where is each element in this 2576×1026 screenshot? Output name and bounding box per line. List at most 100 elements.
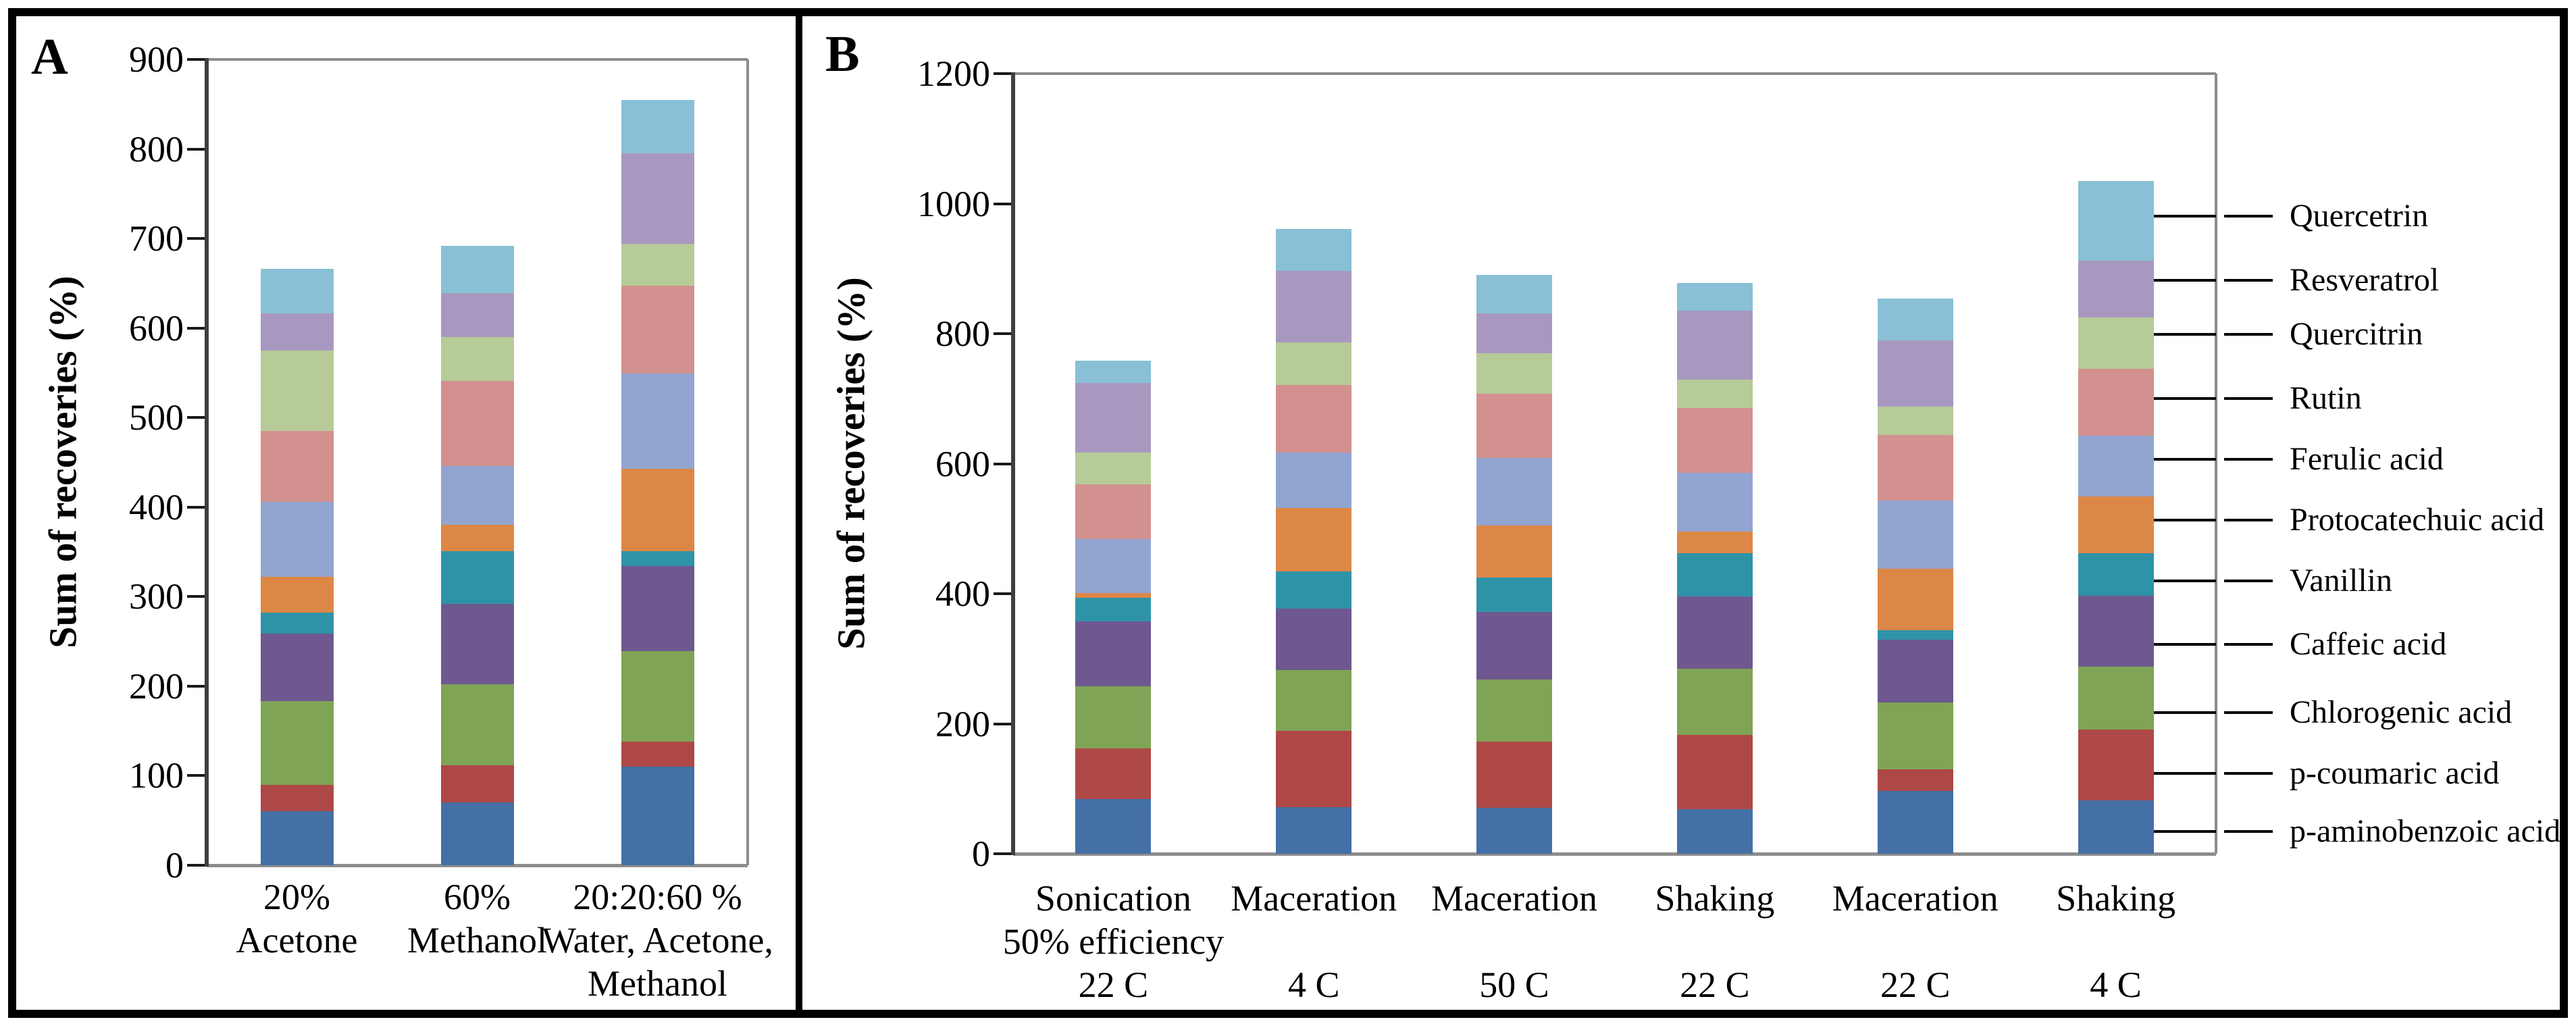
bar-segment-p-coumaric-acid (1676, 734, 1753, 809)
y-tick-mark (994, 332, 1011, 335)
y-tick-label: 900 (129, 39, 184, 80)
plot-top-border (1013, 72, 2216, 75)
x-category-label-line: Methanol (407, 920, 547, 960)
x-category-label: Maceration 4 C (1214, 877, 1414, 1006)
bar-segment-resveratrol (260, 313, 334, 351)
bar-segment-p-aminobenzoic-acid (1676, 809, 1753, 854)
y-tick-label: 400 (129, 486, 184, 528)
bar-segment-p-coumaric-acid (1476, 742, 1553, 808)
bar-segment-quercitrin (1075, 453, 1152, 485)
bar-segment-resveratrol (1676, 311, 1753, 380)
bar-segment-rutin (1676, 407, 1753, 473)
bar-segment-quercetrin (1877, 299, 1953, 340)
y-tick-label: 500 (129, 397, 184, 438)
legend-leader-dash (2224, 771, 2273, 775)
legend-leader-dash (2224, 457, 2273, 461)
bar-segment-p-coumaric-acid (260, 784, 334, 812)
bar-segment-caffeic-acid (1476, 611, 1553, 680)
legend-leader-dash (2224, 214, 2273, 217)
bar-segment-vanillin (260, 613, 334, 634)
y-tick-mark (187, 684, 205, 688)
y-tick-label: 700 (129, 218, 184, 259)
bar-segment-resveratrol (621, 153, 694, 245)
bar-segment-protocatechuic-acid (260, 577, 334, 613)
x-category-label: Maceration 22 C (1815, 877, 2015, 1006)
y-tick-mark (187, 864, 205, 867)
legend-item-label: Chlorogenic acid (2290, 694, 2513, 731)
bar-segment-quercetrin (440, 245, 514, 293)
bar-segment-vanillin (1476, 577, 1553, 612)
bar-segment-rutin (2078, 368, 2154, 436)
x-category-label-line: Methanol (588, 963, 727, 1004)
legend-leader-line (2153, 579, 2216, 582)
x-category-label-line: 22 C (1078, 965, 1149, 1005)
bar-segment-p-aminobenzoic-acid (260, 811, 334, 865)
bar-segment-caffeic-acid (621, 566, 694, 652)
bar-segment-chlorogenic-acid (1075, 686, 1152, 749)
x-category-label-line: 22 C (1880, 965, 1951, 1005)
x-category-label: 20% Acetone (207, 875, 387, 962)
x-category-label-line: Acetone (236, 920, 358, 960)
bar-segment-quercitrin (260, 350, 334, 432)
bar-segment-resveratrol (1877, 340, 1953, 407)
bar-segment-resveratrol (1075, 383, 1152, 453)
y-tick-mark (187, 774, 205, 777)
bar-segment-caffeic-acid (1877, 640, 1953, 702)
y-tick-mark (994, 72, 1011, 75)
bar-segment-p-aminobenzoic-acid (1877, 790, 1953, 854)
y-tick-label: 100 (129, 755, 184, 796)
x-category-label-line: Shaking (1655, 878, 1775, 919)
y-tick-mark (994, 852, 1011, 855)
x-category-label-line (2015, 920, 2216, 963)
legend-item-label: Caffeic acid (2290, 626, 2447, 663)
y-tick-mark (187, 58, 205, 61)
bar-segment-quercetrin (260, 269, 334, 314)
bar-segment-protocatechuic-acid (1676, 531, 1753, 554)
y-tick-mark (187, 147, 205, 151)
y-tick-label: 800 (935, 313, 990, 354)
bar-segment-rutin (1476, 393, 1553, 458)
bar-segment-p-coumaric-acid (1075, 748, 1152, 800)
bar-segment-ferulic-acid (1476, 457, 1553, 525)
bar-segment-ferulic-acid (1877, 501, 1953, 569)
legend-item-label: Protocatechuic acid (2290, 502, 2545, 538)
bar-segment-caffeic-acid (1676, 596, 1753, 669)
legend-leader-dash (2224, 579, 2273, 582)
legend-leader-line (2153, 279, 2216, 282)
x-category-label-line: 4 C (2090, 965, 2142, 1005)
bar-segment-vanillin (1276, 571, 1352, 609)
bar-segment-p-coumaric-acid (1276, 731, 1352, 807)
legend-leader-line (2153, 643, 2216, 646)
x-category-label-line: 50 C (1479, 965, 1549, 1005)
bar-segment-resveratrol (1276, 270, 1352, 342)
legend-leader-line (2153, 519, 2216, 522)
bar-segment-ferulic-acid (1676, 472, 1753, 532)
x-category-label: 60% Methanol (387, 875, 567, 962)
legend-leader-line (2153, 332, 2216, 336)
x-category-label-line: 20:20:60 % (573, 877, 742, 917)
y-axis-line (205, 58, 209, 867)
bar-segment-ferulic-acid (260, 501, 334, 578)
y-tick-mark (187, 326, 205, 330)
x-category-label-line: Maceration (1431, 878, 1597, 919)
bar-segment-chlorogenic-acid (621, 651, 694, 742)
x-category-label-line: 22 C (1680, 965, 1750, 1005)
y-tick-mark (994, 202, 1011, 205)
bar-segment-protocatechuic-acid (1476, 525, 1553, 578)
y-tick-mark (994, 722, 1011, 725)
y-tick-label: 600 (129, 307, 184, 349)
x-category-label: Shaking 4 C (2015, 877, 2216, 1006)
x-category-label-line: 50% efficiency (1002, 921, 1225, 962)
bar-segment-quercitrin (440, 336, 514, 381)
bar-segment-quercitrin (1877, 406, 1953, 436)
y-tick-label: 1200 (917, 53, 990, 94)
bar-segment-p-coumaric-acid (2078, 729, 2154, 801)
x-axis-line (207, 864, 748, 867)
y-tick-label: 200 (129, 665, 184, 707)
bar-segment-p-aminobenzoic-acid (440, 802, 514, 865)
y-tick-label: 600 (935, 443, 990, 484)
bar-segment-resveratrol (1476, 313, 1553, 353)
legend-item-label: Vanillin (2290, 562, 2392, 598)
legend-leader-line (2153, 457, 2216, 461)
